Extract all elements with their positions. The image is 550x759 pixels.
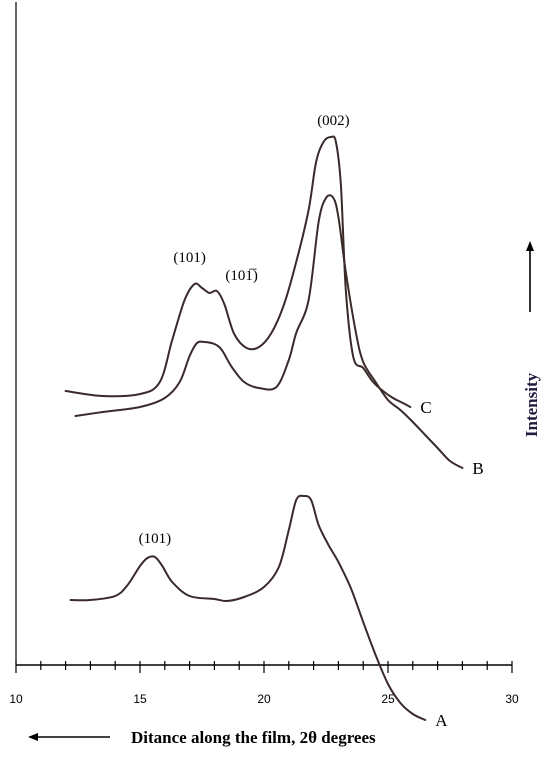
series-curve-B	[74, 194, 464, 469]
plot-area	[64, 135, 464, 721]
x-tick-label: 10	[9, 692, 23, 706]
peak-label-2: (101̅)	[225, 268, 258, 284]
y-axis-label: Intensity	[522, 372, 541, 437]
peak-annotations: (002) (101) (101̅) (101)	[139, 113, 350, 547]
x-axis-label: Ditance along the film, 2θ degrees	[131, 728, 376, 747]
x-tick-label: 25	[381, 692, 395, 706]
series-label-A: A	[435, 711, 448, 730]
series-curve-C	[64, 135, 412, 408]
x-tick-label: 15	[133, 692, 147, 706]
x-axis-ticks	[15, 661, 513, 673]
series-curve-A	[69, 494, 427, 721]
x-axis-tick-labels: 10 15 20 25 30	[9, 692, 519, 706]
series-label-B: B	[472, 459, 483, 478]
series-end-labels: A B C	[420, 398, 483, 730]
x-tick-label: 20	[257, 692, 271, 706]
x-tick-label: 30	[505, 692, 519, 706]
peak-label-1: (101)	[173, 250, 206, 266]
peak-label-0: (002)	[317, 113, 350, 129]
series-label-C: C	[420, 398, 431, 417]
peak-label-3: (101)	[139, 531, 172, 547]
